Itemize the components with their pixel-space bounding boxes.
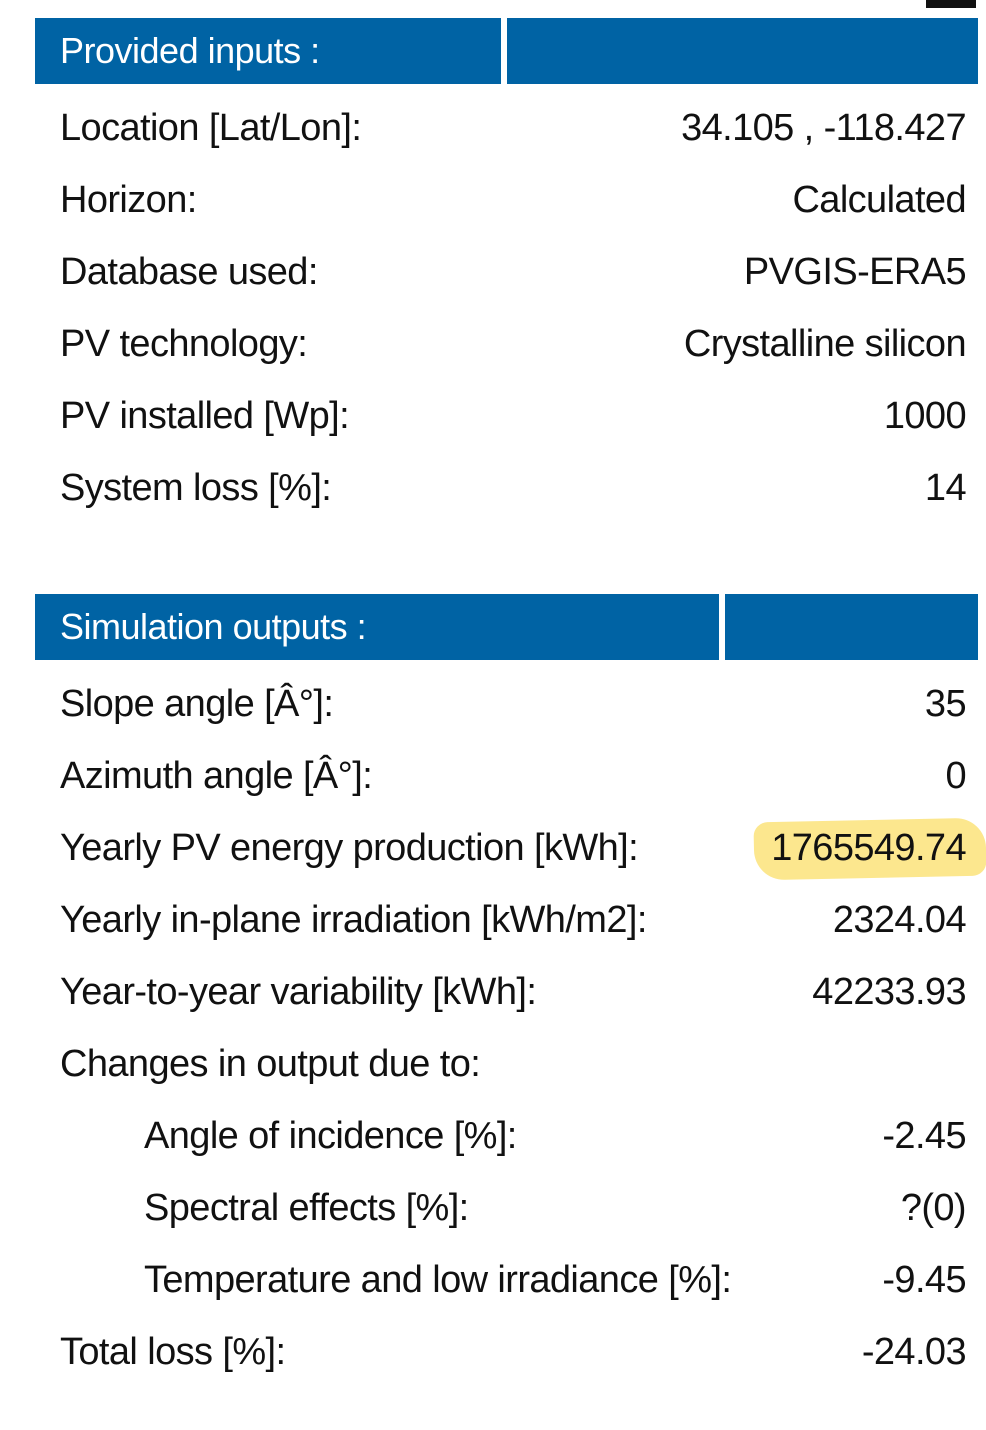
- changes-in-output-label: Changes in output due to:: [60, 1042, 481, 1085]
- total-loss-label: Total loss [%]:: [60, 1330, 286, 1373]
- spectral-effects-value: ?(0): [900, 1186, 967, 1229]
- simulation-outputs-header: Simulation outputs :: [35, 594, 978, 660]
- changes-in-output-row: Changes in output due to:: [35, 1028, 978, 1100]
- corner-mark: [926, 0, 976, 8]
- pv-installed-value: 1000: [883, 394, 967, 437]
- slope-angle-value: 35: [924, 682, 967, 725]
- system-loss-value: 14: [924, 466, 967, 509]
- slope-angle-row: Slope angle [Â°]: 35: [35, 668, 978, 740]
- pv-technology-value: Crystalline silicon: [683, 322, 967, 365]
- angle-of-incidence-value: -2.45: [882, 1114, 966, 1157]
- pv-installed-label: PV installed [Wp]:: [60, 394, 350, 437]
- simulation-outputs-section: Simulation outputs : Slope angle [Â°]: 3…: [35, 594, 986, 1388]
- angle-of-incidence-row: Angle of incidence [%]: -2.45: [35, 1100, 978, 1172]
- total-loss-row: Total loss [%]: -24.03: [35, 1316, 978, 1388]
- simulation-outputs-title: Simulation outputs :: [60, 606, 367, 647]
- spectral-effects-row: Spectral effects [%]: ?(0): [35, 1172, 978, 1244]
- provided-inputs-header-right: [507, 18, 978, 84]
- provided-inputs-header-left: Provided inputs :: [35, 18, 501, 84]
- azimuth-angle-label: Azimuth angle [Â°]:: [60, 754, 373, 797]
- simulation-outputs-header-left: Simulation outputs :: [35, 594, 719, 660]
- yearly-pv-energy-value: 1765549.74: [771, 826, 966, 869]
- yearly-irradiation-label: Yearly in-plane irradiation [kWh/m2]:: [60, 898, 647, 941]
- location-label: Location [Lat/Lon]:: [60, 106, 362, 149]
- slope-angle-label: Slope angle [Â°]:: [60, 682, 334, 725]
- temperature-low-irradiance-label: Temperature and low irradiance [%]:: [144, 1258, 732, 1301]
- total-loss-value: -24.03: [861, 1330, 967, 1373]
- horizon-row: Horizon: Calculated: [35, 164, 978, 236]
- provided-inputs-section: Provided inputs : Location [Lat/Lon]: 34…: [35, 18, 978, 524]
- yearly-irradiation-value: 2324.04: [832, 898, 967, 941]
- azimuth-angle-value: 0: [945, 754, 966, 797]
- provided-inputs-header: Provided inputs :: [35, 18, 978, 84]
- yearly-irradiation-row: Yearly in-plane irradiation [kWh/m2]: 23…: [35, 884, 978, 956]
- year-to-year-variability-row: Year-to-year variability [kWh]: 42233.93: [35, 956, 978, 1028]
- horizon-label: Horizon:: [60, 178, 197, 221]
- yearly-pv-energy-label: Yearly PV energy production [kWh]:: [60, 826, 639, 869]
- system-loss-row: System loss [%]: 14: [35, 452, 978, 524]
- year-to-year-variability-label: Year-to-year variability [kWh]:: [60, 970, 537, 1013]
- angle-of-incidence-label: Angle of incidence [%]:: [144, 1114, 517, 1157]
- provided-inputs-title: Provided inputs :: [60, 30, 320, 71]
- pv-technology-row: PV technology: Crystalline silicon: [35, 308, 978, 380]
- pv-installed-row: PV installed [Wp]: 1000: [35, 380, 978, 452]
- system-loss-label: System loss [%]:: [60, 466, 332, 509]
- pv-technology-label: PV technology:: [60, 322, 308, 365]
- azimuth-angle-row: Azimuth angle [Â°]: 0: [35, 740, 978, 812]
- location-row: Location [Lat/Lon]: 34.105 , -118.427: [35, 92, 978, 164]
- database-label: Database used:: [60, 250, 318, 293]
- temperature-low-irradiance-row: Temperature and low irradiance [%]: -9.4…: [35, 1244, 978, 1316]
- temperature-low-irradiance-value: -9.45: [882, 1258, 966, 1301]
- simulation-outputs-table: Slope angle [Â°]: 35 Azimuth angle [Â°]:…: [35, 660, 986, 1388]
- spectral-effects-label: Spectral effects [%]:: [144, 1186, 469, 1229]
- database-row: Database used: PVGIS-ERA5: [35, 236, 978, 308]
- year-to-year-variability-value: 42233.93: [812, 970, 966, 1013]
- yearly-pv-energy-row: Yearly PV energy production [kWh]: 17655…: [35, 812, 986, 884]
- simulation-outputs-header-right: [725, 594, 978, 660]
- database-value: PVGIS-ERA5: [743, 250, 967, 293]
- horizon-value: Calculated: [792, 178, 966, 221]
- location-value: 34.105 , -118.427: [681, 106, 967, 149]
- provided-inputs-table: Location [Lat/Lon]: 34.105 , -118.427 Ho…: [35, 84, 978, 524]
